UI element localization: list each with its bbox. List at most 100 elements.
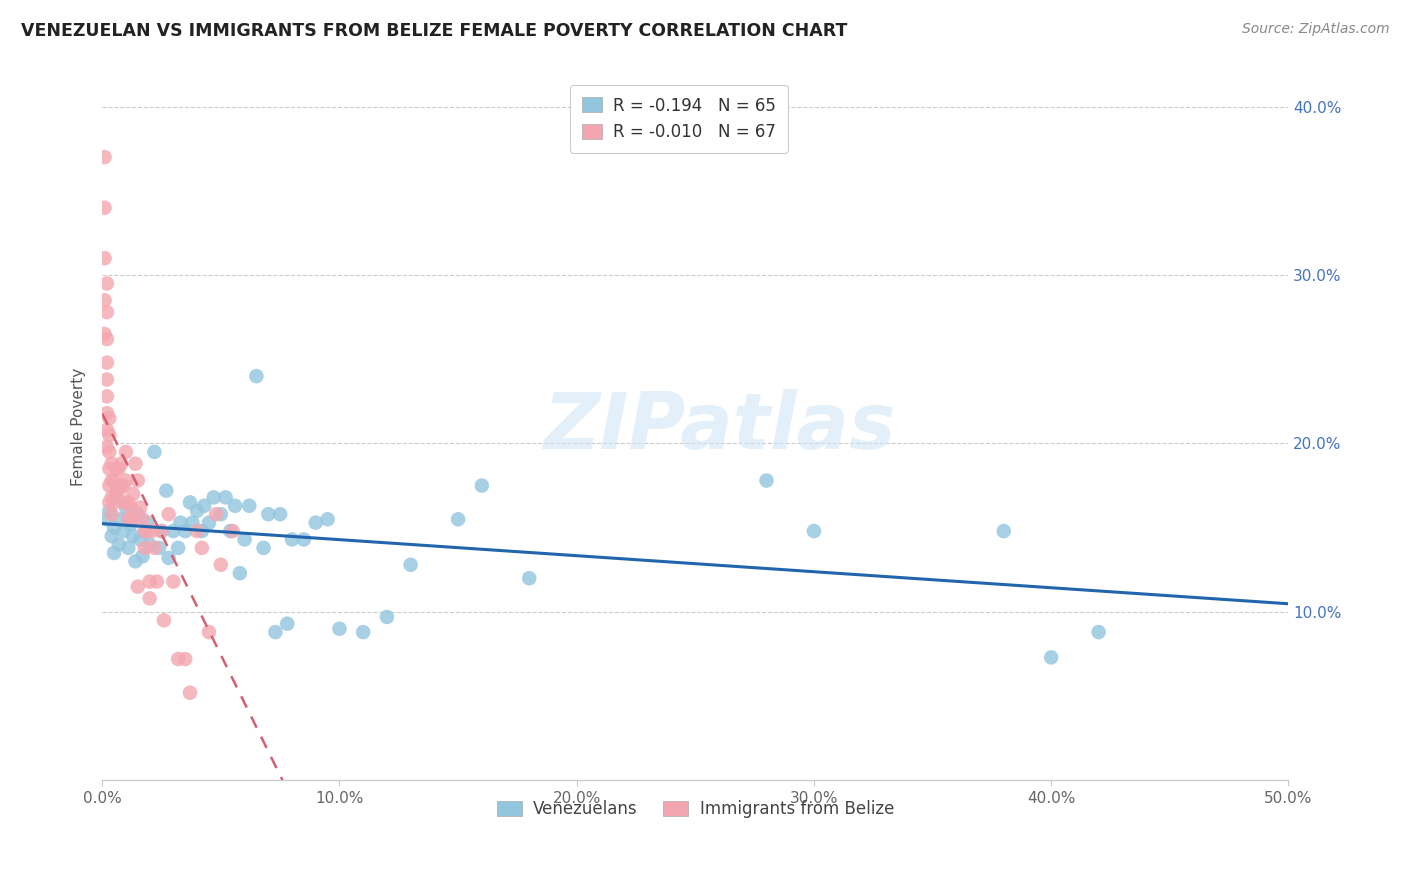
Point (191, 524, 214, 538)
Point (264, 625, 287, 640)
Point (96, 423, 118, 437)
Point (1087, 625, 1109, 640)
Point (136, 524, 159, 538)
Point (167, 652, 190, 666)
Point (131, 512, 153, 526)
Point (93, 326, 115, 341)
Point (150, 524, 173, 538)
Point (127, 580, 149, 594)
Point (209, 558, 232, 572)
Point (108, 461, 131, 475)
Point (305, 516, 328, 530)
Point (993, 524, 1015, 538)
Point (127, 474, 149, 488)
Point (98, 504, 121, 518)
Point (162, 524, 184, 538)
Point (375, 610, 398, 624)
Point (131, 549, 153, 564)
Point (124, 457, 146, 471)
Point (269, 507, 291, 521)
Point (155, 483, 177, 498)
Point (153, 613, 176, 627)
Point (96, 305, 118, 319)
Point (100, 507, 122, 521)
Point (122, 529, 145, 543)
Point (198, 625, 221, 640)
Point (328, 622, 350, 636)
Point (224, 499, 246, 513)
Point (93, 150, 115, 164)
Point (146, 574, 169, 589)
Point (174, 524, 197, 538)
Point (257, 507, 280, 521)
Point (115, 445, 138, 459)
Point (100, 529, 122, 543)
Point (292, 533, 315, 547)
Point (141, 524, 163, 538)
Point (98, 445, 121, 459)
Point (100, 474, 122, 488)
Point (96, 512, 118, 526)
Point (157, 551, 180, 566)
Point (193, 499, 215, 513)
Point (98, 428, 121, 442)
Point (96, 406, 118, 420)
Point (803, 524, 825, 538)
Point (120, 517, 142, 532)
Point (115, 500, 138, 515)
Point (150, 524, 173, 538)
Point (191, 541, 214, 555)
Point (245, 369, 267, 384)
Point (229, 566, 252, 581)
Point (105, 461, 128, 475)
Point (96, 332, 118, 346)
Point (167, 541, 190, 555)
Point (755, 474, 778, 488)
Point (214, 491, 236, 505)
Point (115, 474, 138, 488)
Point (100, 491, 122, 505)
Point (148, 541, 170, 555)
Point (110, 457, 132, 471)
Point (108, 483, 131, 498)
Point (222, 524, 245, 538)
Point (127, 507, 149, 521)
Point (110, 512, 132, 526)
Point (96, 356, 118, 370)
Point (252, 541, 274, 555)
Point (134, 524, 156, 538)
Point (103, 546, 125, 560)
Text: VENEZUELAN VS IMMIGRANTS FROM BELIZE FEMALE POVERTY CORRELATION CHART: VENEZUELAN VS IMMIGRANTS FROM BELIZE FEM… (21, 22, 848, 40)
Point (105, 483, 128, 498)
Point (98, 461, 121, 475)
Point (138, 537, 160, 551)
Point (209, 507, 232, 521)
Point (174, 652, 197, 666)
Point (471, 478, 494, 492)
Point (143, 445, 166, 459)
Point (96, 277, 118, 291)
Point (517, 571, 540, 585)
Point (219, 524, 242, 538)
Point (112, 495, 135, 509)
Y-axis label: Female Poverty: Female Poverty (72, 368, 86, 486)
Point (117, 541, 139, 555)
Point (181, 516, 204, 530)
Point (96, 389, 118, 403)
Point (352, 625, 374, 640)
Point (129, 500, 152, 515)
Point (238, 499, 260, 513)
Point (129, 533, 152, 547)
Point (100, 457, 122, 471)
Point (138, 574, 160, 589)
Point (447, 512, 470, 526)
Text: ZIPatlas: ZIPatlas (543, 389, 896, 465)
Point (169, 516, 191, 530)
Point (93, 293, 115, 308)
Point (202, 491, 225, 505)
Point (103, 521, 125, 535)
Point (136, 516, 159, 530)
Point (96, 440, 118, 454)
Point (281, 533, 304, 547)
Point (186, 504, 208, 518)
